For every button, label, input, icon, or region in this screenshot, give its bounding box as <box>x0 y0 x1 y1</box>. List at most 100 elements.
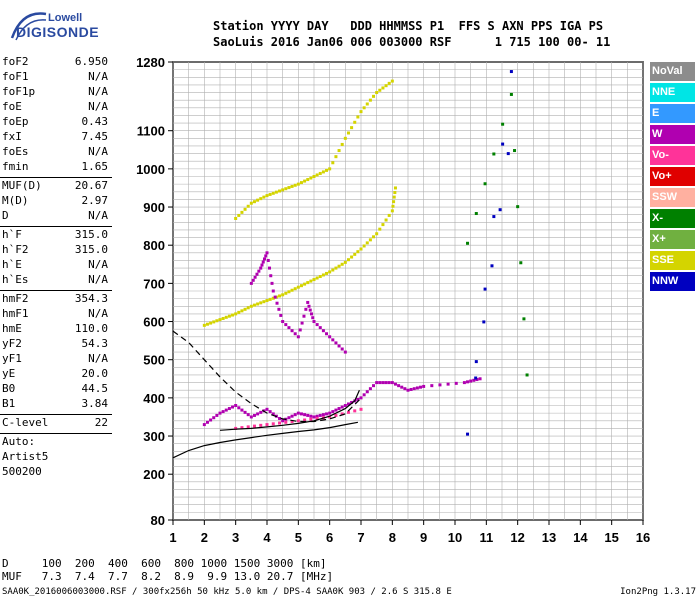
param-row-foe: foE N/A <box>0 100 114 115</box>
param-name: B0 <box>2 382 16 395</box>
echo-point <box>260 263 264 267</box>
echo-point <box>466 432 470 436</box>
x-tick-label: 15 <box>604 530 618 545</box>
echo-point <box>253 275 257 279</box>
echo-point <box>365 390 369 394</box>
param-name: foF2 <box>2 55 29 68</box>
echo-point <box>325 168 329 172</box>
param-value: 20.0 <box>81 367 109 380</box>
echo-point <box>274 190 278 194</box>
x-tick-label: 4 <box>263 530 271 545</box>
echo-point <box>393 191 397 195</box>
param-row-d: D N/A <box>0 209 114 224</box>
x-tick-label: 11 <box>479 530 493 545</box>
legend-item-ssw: SSW <box>650 188 695 207</box>
x-tick-label: 12 <box>510 530 524 545</box>
echo-point <box>381 381 385 385</box>
echo-point <box>501 142 505 146</box>
y-tick-label: 1100 <box>137 124 165 139</box>
echo-point <box>309 279 313 283</box>
auto-text-line: Auto: <box>2 435 36 448</box>
echo-point <box>375 381 379 385</box>
echo-point <box>303 179 307 183</box>
legend-item-vo: Vo- <box>650 146 695 165</box>
param-row-fmin: fmin 1.65 <box>0 160 114 175</box>
param-row-b1: B1 3.84 <box>0 397 114 412</box>
param-row-hf: h`F 315.0 <box>0 228 114 243</box>
series-w <box>249 251 347 354</box>
echo-point <box>483 287 487 291</box>
echo-point <box>246 204 250 208</box>
echo-point <box>249 201 253 205</box>
echo-point <box>299 181 303 185</box>
echo-point <box>296 411 300 415</box>
param-value: N/A <box>88 352 108 365</box>
echo-point <box>331 410 335 414</box>
echo-point <box>306 281 310 285</box>
echo-point <box>328 415 332 419</box>
legend-item-noval: NoVal <box>650 62 695 81</box>
echo-point <box>409 387 413 391</box>
echo-point <box>400 385 404 389</box>
echo-point <box>337 344 341 348</box>
echo-point <box>378 227 382 231</box>
separator <box>0 290 112 291</box>
series-x- <box>466 92 529 377</box>
echo-point <box>259 423 263 427</box>
echo-point <box>237 406 241 410</box>
x-tick-label: 14 <box>573 530 588 545</box>
echo-point <box>273 295 277 299</box>
echo-point <box>378 88 382 92</box>
echo-point <box>353 409 357 413</box>
param-value: 315.0 <box>74 243 108 256</box>
echo-point <box>259 410 263 414</box>
echo-point <box>359 396 363 400</box>
param-row-yf2: yF2 54.3 <box>0 337 114 352</box>
echo-point <box>478 377 482 381</box>
echo-point <box>303 418 307 422</box>
x-tick-label: 1 <box>169 530 176 545</box>
param-name: MUF(D) <box>2 179 42 192</box>
legend-item-x: X+ <box>650 230 695 249</box>
echo-point <box>252 200 256 204</box>
echo-point <box>462 381 466 385</box>
param-name: foE <box>2 100 22 113</box>
echo-point <box>306 413 310 417</box>
echo-point <box>392 195 396 199</box>
echo-point <box>446 382 450 386</box>
param-name: h`Es <box>2 273 29 286</box>
echo-point <box>256 302 260 306</box>
echo-point <box>311 316 315 320</box>
echo-point <box>264 254 268 258</box>
echo-point <box>387 81 391 85</box>
echo-point <box>513 149 517 153</box>
echo-point <box>384 218 388 222</box>
param-name: h`F2 <box>2 243 29 256</box>
echo-point <box>284 420 288 424</box>
echo-point <box>256 412 260 416</box>
echo-point <box>261 260 265 264</box>
x-tick-label: 2 <box>201 530 208 545</box>
echo-point <box>290 288 294 292</box>
echo-point <box>474 212 478 216</box>
y-tick-label: 300 <box>143 429 165 444</box>
echo-point <box>430 384 434 388</box>
param-name: C-level <box>2 416 49 429</box>
y-tick-label: 1280 <box>136 55 165 70</box>
echo-point <box>231 313 235 317</box>
model-profile-line <box>172 330 360 423</box>
echo-point <box>343 260 347 264</box>
echo-point <box>252 303 256 307</box>
echo-point <box>353 120 357 124</box>
echo-point <box>346 258 350 262</box>
param-name: B1 <box>2 397 16 410</box>
echo-point <box>262 195 266 199</box>
param-value: 0.43 <box>81 115 109 128</box>
echo-point <box>474 360 478 364</box>
echo-point <box>343 404 347 407</box>
echo-point <box>390 79 394 83</box>
echo-point <box>492 152 496 156</box>
separator <box>0 414 112 415</box>
echo-point <box>482 320 486 324</box>
echo-point <box>356 115 360 119</box>
